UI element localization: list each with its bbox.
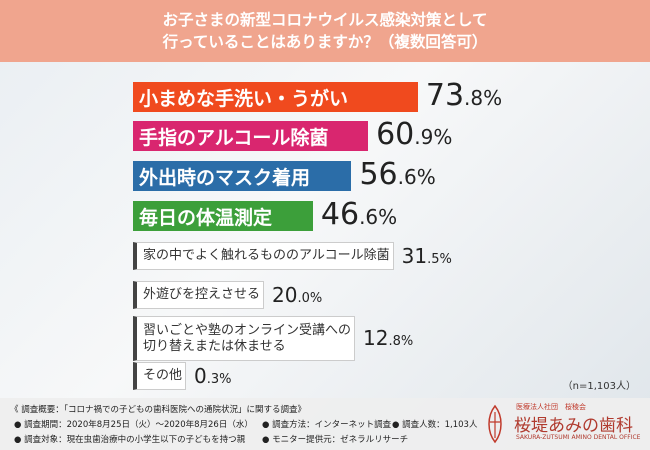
category-label: その他 (143, 368, 183, 383)
bar: 習いごとや塾のオンライン受講への 切り替えまたは休ませる (133, 316, 356, 361)
bar: 手指のアルコール除菌 (133, 121, 369, 151)
logo-name: 桜堤あみの歯科 (514, 416, 633, 436)
sample-note: （n=1,103人） (562, 381, 636, 392)
survey-item: ● 調査期間：2020年8月25日（火）～2020年8月26日（水） (14, 420, 253, 430)
header: お子さまの新型コロナウイルス感染対策として 行っていることはありますか？（複数回… (0, 0, 650, 62)
value-label: 31.5% (401, 243, 452, 268)
survey-heading: 《 調査概要：「コロナ禍での子どもの歯科医院への通院状況」に関する調査》 (10, 405, 306, 415)
value-label: 20.0% (272, 282, 323, 307)
logo-org: 医療法人社団 桜稜会 (516, 403, 586, 411)
bar: 外遊びを控えさせる (133, 281, 265, 309)
category-label: 習いごとや塾のオンライン受講への 切り替えまたは休ませる (143, 322, 352, 354)
value-label: 60.9% (376, 117, 453, 153)
bar: その他 (133, 362, 187, 390)
value-label: 0.3% (194, 363, 232, 388)
value-label: 56.6% (359, 157, 436, 193)
survey-item: ● モニター提供元：ゼネラルリサーチ (262, 435, 409, 445)
title-line: 行っていることはありますか？（複数回答可） (162, 32, 488, 51)
value-label: 12.8% (363, 326, 414, 351)
title-line: お子さまの新型コロナウイルス感染対策として (162, 10, 488, 29)
footer: 《 調査概要：「コロナ禍での子どもの歯科医院への通院状況」に関する調査》 ● 調… (0, 398, 650, 450)
category-label: 毎日の体温測定 (139, 206, 273, 229)
category-label: 外遊びを控えさせる (143, 287, 261, 302)
category-label: 外出時のマスク着用 (139, 166, 311, 189)
category-label: 家の中でよく触れるもののアルコール除菌 (143, 248, 390, 263)
category-label: 手指のアルコール除菌 (139, 126, 329, 149)
bar: 外出時のマスク着用 (133, 161, 352, 191)
bar: 家の中でよく触れるもののアルコール除菌 (133, 242, 394, 270)
category-label: 小まめな手洗い・うがい (139, 87, 349, 110)
bar: 小まめな手洗い・うがい (133, 82, 418, 112)
value-label: 73.8% (425, 78, 503, 114)
survey-item: ● 調査人数：1,103人 (392, 420, 478, 430)
value-label: 46.6% (320, 197, 398, 233)
logo-english: SAKURA-ZUTSUMI AMINO DENTAL OFFICE (516, 434, 641, 441)
bar: 毎日の体温測定 (133, 201, 313, 231)
logo-icon (488, 404, 502, 444)
survey-item: ● 調査方法：インターネット調査 (262, 420, 392, 430)
survey-item: ● 調査対象：現在虫歯治療中の小学生以下の子どもを持つ親 (14, 435, 246, 445)
